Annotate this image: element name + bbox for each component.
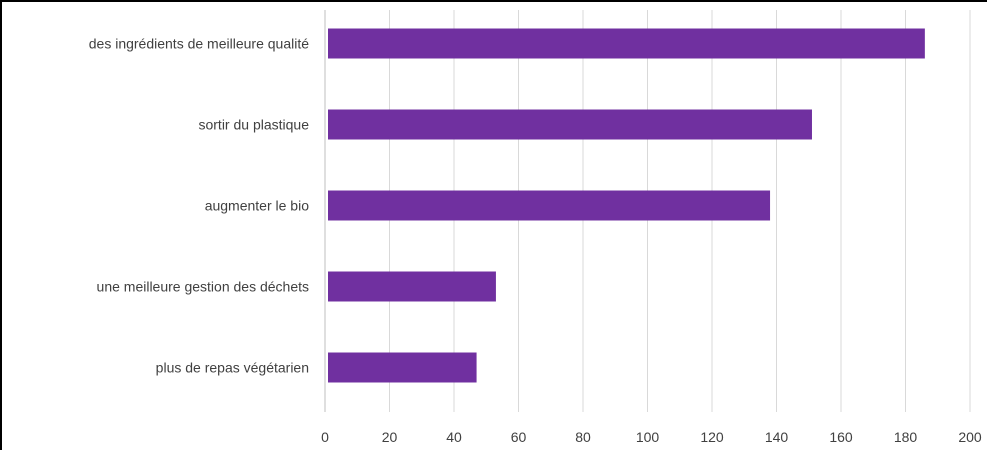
x-tick-label: 100 [636,429,660,445]
x-tick-label: 0 [321,429,329,445]
bar [328,109,812,140]
category-labels: des ingrédients de meilleure qualité sort… [89,36,309,376]
x-tick-label: 20 [382,429,398,445]
x-tick-label: 160 [829,429,853,445]
x-tick-label: 120 [700,429,724,445]
category-label: une meilleure gestion des déchets [97,279,309,295]
bars [328,28,925,383]
x-tick-label: 80 [575,429,591,445]
category-label: sortir du plastique [198,117,309,133]
x-tick-label: 40 [446,429,462,445]
x-tick-label: 200 [958,429,982,445]
bar [328,271,496,302]
category-label: des ingrédients de meilleure qualité [89,36,309,52]
x-tick-label: 140 [765,429,789,445]
x-tick-label: 60 [511,429,527,445]
bar [328,28,925,59]
x-axis-tick-labels: 0 20 40 60 80 100 120 140 160 180 200 [321,429,982,445]
x-tick-label: 180 [894,429,918,445]
bar [328,190,771,221]
bar [328,352,477,383]
category-label: augmenter le bio [205,198,310,214]
category-label: plus de repas végétarien [156,360,309,376]
